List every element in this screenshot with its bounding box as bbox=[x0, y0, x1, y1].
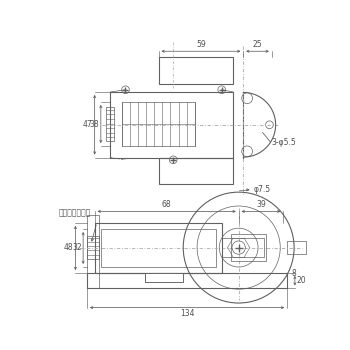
Bar bbox=[287, 241, 307, 254]
Text: 32: 32 bbox=[72, 244, 82, 252]
Bar bbox=[122, 102, 195, 146]
Bar bbox=[231, 234, 266, 261]
Bar bbox=[145, 273, 183, 282]
Text: 38: 38 bbox=[90, 119, 99, 128]
Bar bbox=[159, 57, 233, 84]
Bar bbox=[159, 158, 233, 184]
Bar bbox=[87, 215, 99, 288]
Text: 8: 8 bbox=[291, 268, 296, 278]
Bar bbox=[87, 273, 287, 288]
Text: 134: 134 bbox=[180, 309, 194, 318]
Text: 39: 39 bbox=[256, 200, 266, 209]
Text: 47: 47 bbox=[83, 120, 92, 129]
Bar bbox=[94, 223, 222, 273]
Text: φ7.5: φ7.5 bbox=[254, 186, 271, 194]
Text: 68: 68 bbox=[162, 200, 172, 209]
Bar bbox=[145, 273, 183, 282]
Text: リセットロール: リセットロール bbox=[58, 209, 91, 218]
Bar bbox=[101, 229, 216, 267]
Bar bbox=[110, 92, 233, 158]
Bar bbox=[222, 238, 264, 257]
Text: 20: 20 bbox=[296, 276, 306, 285]
Text: 48: 48 bbox=[63, 244, 73, 252]
Text: 59: 59 bbox=[196, 40, 206, 49]
Bar bbox=[87, 236, 99, 259]
Text: 25: 25 bbox=[253, 40, 262, 49]
Bar bbox=[106, 107, 114, 141]
Text: 3-φ5.5: 3-φ5.5 bbox=[271, 138, 296, 147]
